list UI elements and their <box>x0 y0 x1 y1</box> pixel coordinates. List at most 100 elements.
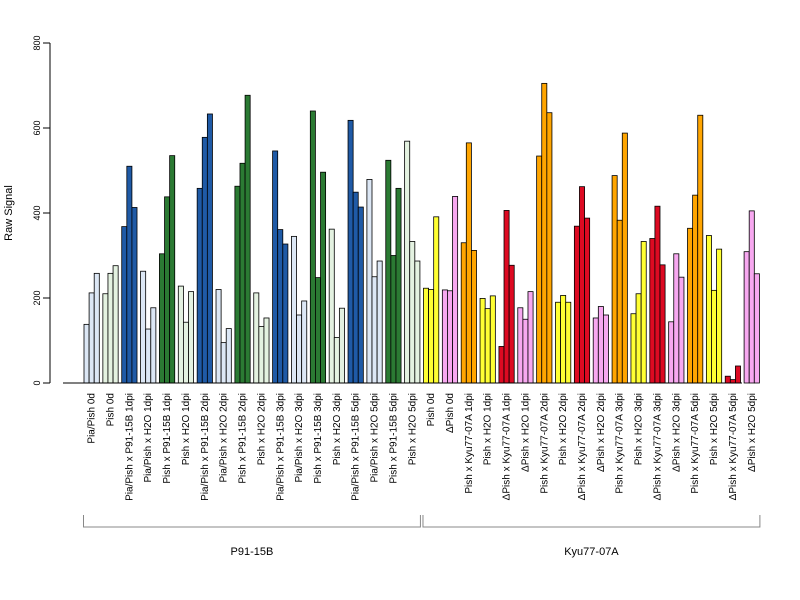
bar <box>522 318 529 384</box>
x-tick-label: Pish x H2O 3dpi <box>332 393 343 465</box>
bar <box>182 321 189 384</box>
bar <box>573 225 580 384</box>
bar <box>743 251 750 384</box>
bar-group <box>253 292 270 384</box>
bar <box>460 242 467 384</box>
bar-group <box>517 291 534 384</box>
bar <box>409 241 416 384</box>
bar-group <box>196 113 213 384</box>
bar <box>640 241 647 384</box>
x-tick-label: Pia/Pish x P91-15B 1dpi <box>124 393 135 501</box>
x-tick-label: Pish x Kyu77-07A 3dpi <box>615 393 626 494</box>
bar <box>659 264 666 384</box>
bar <box>357 206 364 384</box>
bar <box>352 191 359 384</box>
bar-group <box>460 142 477 384</box>
bar-group <box>366 179 383 384</box>
bar <box>673 253 680 384</box>
y-tick-label: 0 <box>32 380 42 385</box>
bar <box>225 328 232 384</box>
bar <box>126 165 133 384</box>
bar <box>291 235 297 384</box>
x-tick-label: Pia/Pish x P91-15B 5dpi <box>351 393 362 501</box>
y-tick-label: 600 <box>32 120 42 135</box>
group-bracket <box>83 515 421 528</box>
bar-group <box>385 159 402 384</box>
bar <box>489 295 496 384</box>
bar <box>527 291 534 384</box>
bar <box>536 155 543 384</box>
x-tick-label: Pia/Pish x H2O 2dpi <box>219 393 230 483</box>
bar <box>371 276 378 384</box>
bar <box>630 313 637 384</box>
bar-group <box>291 235 308 384</box>
bar-group <box>705 235 723 384</box>
x-tick-label: Pish x P91-15B 2dpi <box>238 393 249 484</box>
bar <box>376 260 383 384</box>
bar <box>83 323 90 384</box>
bar <box>668 321 675 384</box>
y-axis: 0 200 400 600 800 <box>32 35 51 386</box>
x-tick-label: ΔPish x H2O 5dpi <box>747 393 758 472</box>
bar <box>705 235 712 384</box>
bar <box>753 273 760 384</box>
bar <box>452 196 459 384</box>
bar <box>433 216 440 384</box>
bar <box>724 375 731 384</box>
bar <box>541 82 548 384</box>
bar <box>692 194 699 384</box>
bar <box>164 196 171 384</box>
bar <box>272 150 279 384</box>
bar <box>678 276 685 384</box>
bar <box>244 94 251 384</box>
x-tick-label: Pish x H2O 1dpi <box>483 393 494 465</box>
x-tick-label: Pia/Pish x H2O 3dpi <box>294 393 305 483</box>
bar <box>546 112 553 384</box>
bar <box>258 326 265 384</box>
bar <box>555 301 561 384</box>
x-tick-label: Pish x H2O 2dpi <box>558 393 569 465</box>
x-tick-label: ΔPish x Kyu77-07A 1dpi <box>502 393 513 500</box>
bar <box>447 290 453 384</box>
bar <box>584 217 591 384</box>
x-tick-label: Pish x P91-15B 1dpi <box>162 393 173 484</box>
x-tick-label: ΔPish x Kyu77-07A 3dpi <box>652 393 663 500</box>
bar-group <box>140 270 157 384</box>
bar-group <box>687 114 704 384</box>
bar-group <box>121 165 138 384</box>
bar <box>649 238 656 384</box>
bar <box>735 365 741 384</box>
bar-group <box>536 82 553 384</box>
x-tick-label: ΔPish x H2O 1dpi <box>520 393 531 472</box>
bar <box>315 277 321 384</box>
bar <box>220 342 227 384</box>
bar <box>484 308 491 384</box>
x-tick-label: ΔPish 0d <box>445 393 456 433</box>
bar <box>748 210 755 384</box>
bar-group <box>309 110 327 384</box>
group-brackets: P91-15B Kyu77-07A <box>83 515 761 558</box>
x-tick-label: Pish x Kyu77-07A 5dpi <box>690 393 701 494</box>
y-tick-label: 200 <box>32 290 42 305</box>
bar <box>366 179 373 384</box>
bar-group <box>441 196 459 384</box>
bar <box>508 264 515 384</box>
bar <box>635 293 642 384</box>
bar <box>729 379 736 384</box>
bar-group <box>328 228 345 384</box>
bar <box>711 289 717 384</box>
bar <box>263 317 270 384</box>
bar <box>404 140 411 384</box>
bar-group <box>649 205 666 384</box>
bar-group <box>83 272 100 384</box>
bar <box>395 187 402 384</box>
bar-group <box>724 365 741 384</box>
bar <box>169 155 176 384</box>
bar <box>428 289 435 384</box>
x-tick-label: Pia/Pish x P91-15B 3dpi <box>275 393 286 501</box>
x-tick-label: Pish x H2O 1dpi <box>181 393 192 465</box>
bar <box>498 346 505 384</box>
group-label: P91-15B <box>231 546 274 558</box>
bar <box>470 249 477 384</box>
x-tick-label: Pia/Pish x H2O 1dpi <box>143 393 154 483</box>
